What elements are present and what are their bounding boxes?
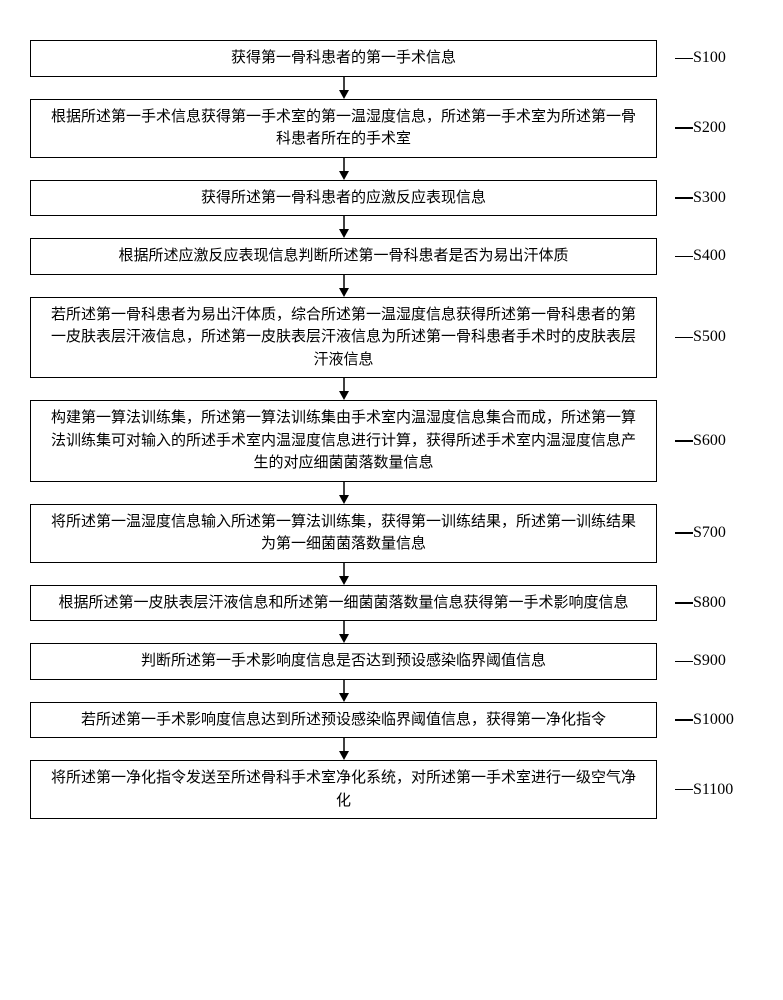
connector-line <box>675 440 693 442</box>
arrow-connector <box>30 738 753 760</box>
connector-line <box>675 719 693 721</box>
step-row: 若所述第一手术影响度信息达到所述预设感染临界阈值信息，获得第一净化指令 S1000 <box>30 702 753 739</box>
step-box: 若所述第一骨科患者为易出汗体质，综合所述第一温湿度信息获得所述第一骨科患者的第一… <box>30 297 657 379</box>
connector-line <box>675 602 693 604</box>
step-row: 将所述第一净化指令发送至所述骨科手术室净化系统，对所述第一手术室进行一级空气净化… <box>30 760 753 819</box>
step-label: S900 <box>693 652 753 670</box>
arrow-connector <box>30 621 753 643</box>
step-label: S600 <box>693 432 753 450</box>
step-row: 根据所述第一手术信息获得第一手术室的第一温湿度信息，所述第一手术室为所述第一骨科… <box>30 99 753 158</box>
step-row: 获得所述第一骨科患者的应激反应表现信息 S300 <box>30 180 753 217</box>
step-box: 将所述第一净化指令发送至所述骨科手术室净化系统，对所述第一手术室进行一级空气净化 <box>30 760 657 819</box>
step-box: 根据所述第一手术信息获得第一手术室的第一温湿度信息，所述第一手术室为所述第一骨科… <box>30 99 657 158</box>
step-label: S1000 <box>693 711 753 729</box>
arrow-connector <box>30 77 753 99</box>
step-box: 根据所述第一皮肤表层汗液信息和所述第一细菌菌落数量信息获得第一手术影响度信息 <box>30 585 657 622</box>
arrow-connector <box>30 482 753 504</box>
step-row: 将所述第一温湿度信息输入所述第一算法训练集，获得第一训练结果，所述第一训练结果为… <box>30 504 753 563</box>
arrow-connector <box>30 275 753 297</box>
connector-line <box>675 661 693 663</box>
arrow-connector <box>30 158 753 180</box>
step-row: 若所述第一骨科患者为易出汗体质，综合所述第一温湿度信息获得所述第一骨科患者的第一… <box>30 297 753 379</box>
arrow-connector <box>30 216 753 238</box>
step-row: 获得第一骨科患者的第一手术信息 S100 <box>30 40 753 77</box>
step-label: S500 <box>693 328 753 346</box>
step-label: S400 <box>693 247 753 265</box>
step-row: 根据所述第一皮肤表层汗液信息和所述第一细菌菌落数量信息获得第一手术影响度信息 S8… <box>30 585 753 622</box>
step-box: 判断所述第一手术影响度信息是否达到预设感染临界阈值信息 <box>30 643 657 680</box>
step-row: 构建第一算法训练集，所述第一算法训练集由手术室内温湿度信息集合而成，所述第一算法… <box>30 400 753 482</box>
step-label: S100 <box>693 49 753 67</box>
step-box: 获得第一骨科患者的第一手术信息 <box>30 40 657 77</box>
arrow-connector <box>30 378 753 400</box>
step-row: 根据所述应激反应表现信息判断所述第一骨科患者是否为易出汗体质 S400 <box>30 238 753 275</box>
step-label: S200 <box>693 119 753 137</box>
arrow-connector <box>30 563 753 585</box>
step-box: 获得所述第一骨科患者的应激反应表现信息 <box>30 180 657 217</box>
step-box: 根据所述应激反应表现信息判断所述第一骨科患者是否为易出汗体质 <box>30 238 657 275</box>
connector-line <box>675 256 693 258</box>
connector-line <box>675 127 693 129</box>
step-label: S800 <box>693 594 753 612</box>
step-box: 若所述第一手术影响度信息达到所述预设感染临界阈值信息，获得第一净化指令 <box>30 702 657 739</box>
step-row: 判断所述第一手术影响度信息是否达到预设感染临界阈值信息 S900 <box>30 643 753 680</box>
connector-line <box>675 58 693 60</box>
step-label: S700 <box>693 524 753 542</box>
step-box: 构建第一算法训练集，所述第一算法训练集由手术室内温湿度信息集合而成，所述第一算法… <box>30 400 657 482</box>
connector-line <box>675 789 693 791</box>
connector-line <box>675 532 693 534</box>
arrow-connector <box>30 680 753 702</box>
step-box: 将所述第一温湿度信息输入所述第一算法训练集，获得第一训练结果，所述第一训练结果为… <box>30 504 657 563</box>
step-label: S1100 <box>693 781 753 799</box>
step-label: S300 <box>693 189 753 207</box>
flowchart-container: 获得第一骨科患者的第一手术信息 S100 根据所述第一手术信息获得第一手术室的第一温… <box>30 40 753 819</box>
connector-line <box>675 197 693 199</box>
connector-line <box>675 337 693 339</box>
